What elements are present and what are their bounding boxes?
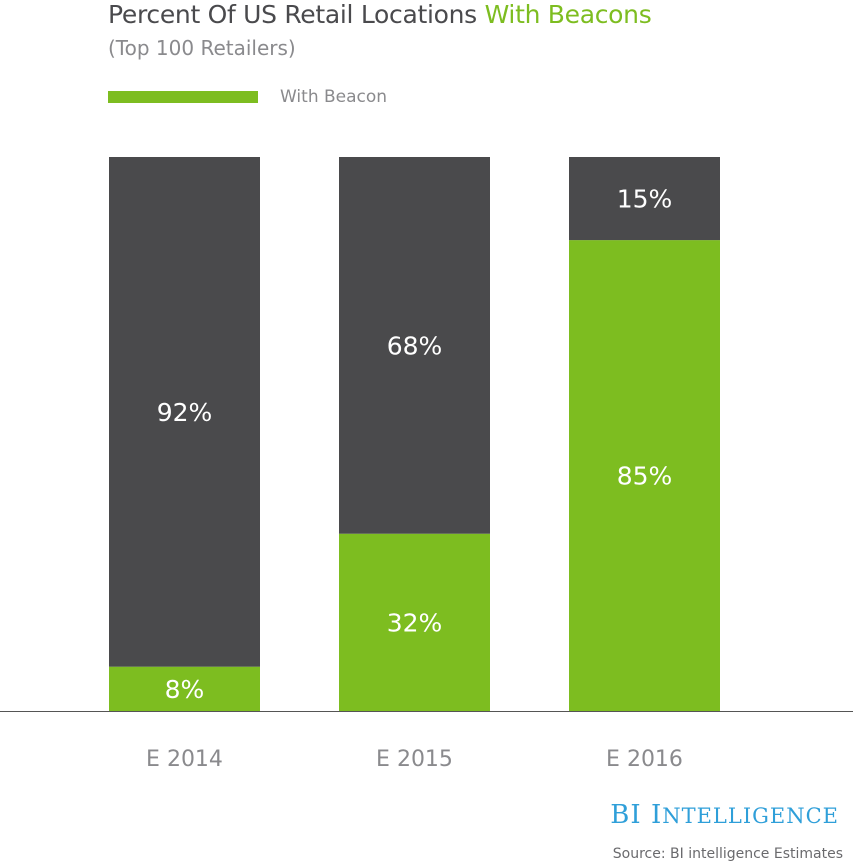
- legend-label-with-beacon: With Beacon: [280, 87, 388, 107]
- bar-segment-without-beacon-2: [339, 157, 490, 534]
- chart-title-main: Percent Of US Retail Locations: [108, 0, 477, 29]
- data-label-without-beacon-2: 68%: [387, 331, 443, 360]
- data-label-without-beacon-3: 15%: [617, 185, 673, 214]
- bar-segment-without-beacon-1: [109, 157, 260, 667]
- bar-segment-with-beacon-3: [569, 240, 720, 711]
- chart-subtitle: (Top 100 Retailers): [108, 36, 296, 60]
- category-label-1: E 2014: [146, 747, 223, 772]
- data-label-without-beacon-1: 92%: [157, 398, 213, 427]
- bi-intelligence-logo: BI INTELLIGENCE: [610, 800, 839, 830]
- chart-title-accent: With Beacons: [484, 0, 652, 29]
- data-label-with-beacon-2: 32%: [387, 608, 443, 637]
- data-label-with-beacon-3: 85%: [617, 462, 673, 491]
- bar-segment-without-beacon-3: [569, 157, 720, 241]
- legend-swatch-with-beacon: [108, 91, 258, 103]
- bar-segment-with-beacon-1: [109, 666, 260, 711]
- chart-title: Percent Of US Retail Locations With Beac…: [108, 0, 652, 29]
- bar-segment-with-beacon-2: [339, 533, 490, 711]
- category-label-2: E 2015: [376, 747, 453, 772]
- category-label-3: E 2016: [606, 747, 683, 772]
- source-note: Source: BI intelligence Estimates: [612, 846, 843, 862]
- data-label-with-beacon-1: 8%: [165, 675, 205, 704]
